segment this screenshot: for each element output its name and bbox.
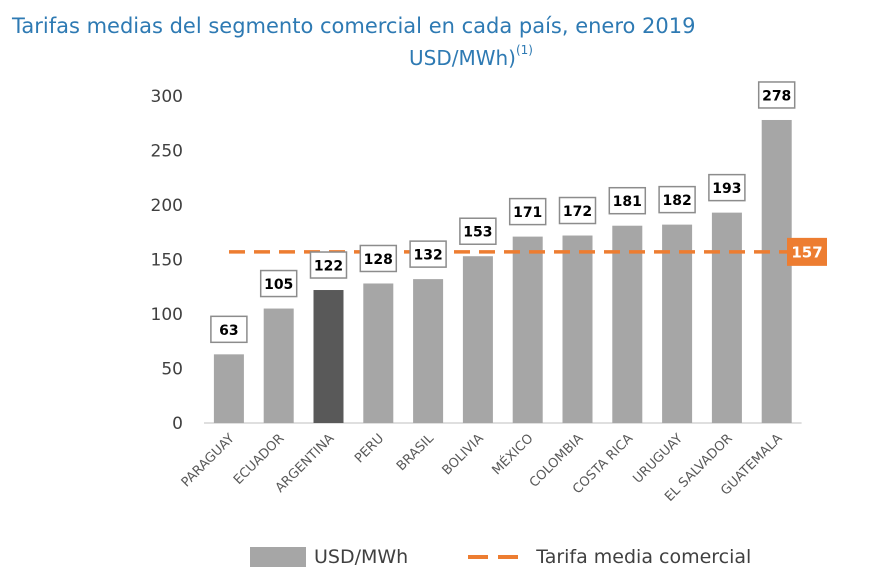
y-tick-label: 100 bbox=[151, 305, 183, 325]
data-label: 181 bbox=[613, 194, 642, 210]
bar bbox=[662, 224, 693, 423]
data-label-box bbox=[409, 240, 447, 268]
x-tick-label: MÉXICO bbox=[489, 431, 537, 479]
data-label: 63 bbox=[219, 323, 238, 339]
legend-bar-swatch bbox=[250, 547, 306, 567]
data-label: 128 bbox=[364, 252, 393, 268]
reference-value-label: 157 bbox=[791, 243, 822, 261]
data-label-box bbox=[608, 186, 647, 215]
data-label: 182 bbox=[662, 193, 691, 209]
data-label-box bbox=[309, 251, 348, 279]
x-tick-label: PARAGUAY bbox=[179, 431, 238, 490]
bar bbox=[711, 212, 742, 423]
chart-title: Tarifas medias del segmento comercial en… bbox=[12, 14, 696, 38]
data-label: 171 bbox=[513, 205, 542, 221]
data-label-box bbox=[259, 269, 298, 298]
reference-value-badge bbox=[787, 237, 827, 266]
y-tick-label: 150 bbox=[151, 251, 183, 271]
bar bbox=[512, 236, 543, 423]
x-tick-label: PERU bbox=[352, 431, 387, 466]
subtitle-text: USD/MWh) bbox=[409, 46, 516, 70]
y-tick-label: 50 bbox=[161, 360, 183, 380]
bar bbox=[263, 308, 294, 423]
bar bbox=[612, 225, 643, 423]
y-tick-label: 300 bbox=[151, 87, 183, 107]
data-label-box bbox=[558, 196, 597, 225]
data-label-box bbox=[459, 217, 497, 245]
data-label-box bbox=[708, 173, 746, 202]
subtitle-footnote: (1) bbox=[515, 43, 533, 58]
bar bbox=[313, 290, 344, 423]
bar bbox=[213, 354, 244, 423]
bar bbox=[761, 119, 792, 423]
data-label-box bbox=[757, 81, 796, 109]
bar bbox=[562, 235, 593, 423]
chart-subtitle: USD/MWh)(1) bbox=[409, 43, 533, 70]
y-tick-label: 200 bbox=[151, 196, 183, 216]
x-tick-label: BOLIVIA bbox=[440, 431, 487, 478]
data-label: 193 bbox=[712, 181, 741, 197]
data-label: 122 bbox=[314, 259, 343, 275]
legend-line-label: Tarifa media comercial bbox=[536, 546, 752, 568]
bar bbox=[363, 283, 394, 423]
data-label: 132 bbox=[413, 248, 442, 264]
y-tick-label: 250 bbox=[151, 142, 183, 162]
data-label: 153 bbox=[463, 225, 492, 241]
data-label-box bbox=[359, 244, 398, 273]
chart-legend: USD/MWh Tarifa media comercial bbox=[250, 542, 751, 572]
y-tick-label: 0 bbox=[172, 414, 183, 434]
legend-bar-label: USD/MWh bbox=[314, 546, 409, 568]
bar bbox=[413, 279, 444, 423]
data-label: 278 bbox=[762, 88, 791, 104]
bar bbox=[462, 256, 493, 423]
data-label-box bbox=[658, 185, 696, 214]
data-label-box bbox=[508, 197, 547, 226]
data-label-box bbox=[210, 315, 248, 344]
legend-line-swatch bbox=[468, 555, 525, 559]
data-label: 172 bbox=[563, 204, 592, 220]
data-label: 105 bbox=[264, 277, 293, 293]
x-tick-label: BRASIL bbox=[394, 431, 437, 474]
